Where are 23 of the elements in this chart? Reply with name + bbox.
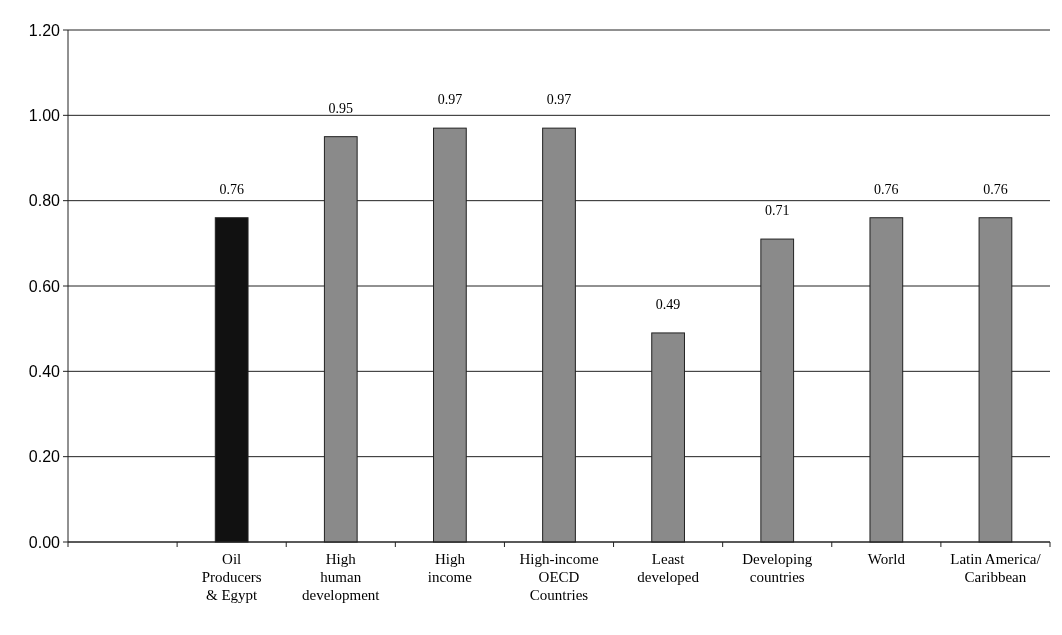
data-label: 0.76 bbox=[983, 181, 1008, 197]
x-tick-label: World bbox=[867, 551, 906, 567]
y-tick-label: 1.20 bbox=[28, 21, 61, 39]
x-tick-label: High income bbox=[427, 551, 473, 585]
y-tick-label: 1.00 bbox=[28, 106, 61, 124]
y-tick-label: 0.20 bbox=[28, 448, 61, 466]
data-label: 0.76 bbox=[874, 181, 899, 197]
y-tick-label: 0.40 bbox=[28, 362, 61, 380]
y-tick-label: 0.60 bbox=[28, 277, 61, 295]
data-label: 0.97 bbox=[546, 92, 572, 108]
x-tick-label: Least developed bbox=[637, 551, 700, 585]
x-tick-label: Oil Producers & Egypt bbox=[201, 551, 262, 603]
data-label: 0.76 bbox=[219, 181, 244, 197]
data-label: 0.95 bbox=[328, 100, 354, 116]
data-label: 0.97 bbox=[437, 92, 463, 108]
x-tick-label: Developing countries bbox=[742, 551, 813, 585]
y-tick-label: 0.80 bbox=[28, 192, 61, 210]
x-tick-label: Latin America/ Caribbean bbox=[950, 551, 1042, 585]
x-tick-label: High-income OECD Countries bbox=[519, 551, 599, 603]
data-label: 0.49 bbox=[655, 296, 681, 312]
data-label: 0.71 bbox=[764, 203, 790, 219]
y-tick-label: 0.00 bbox=[28, 533, 61, 551]
x-tick-label: High human development bbox=[302, 551, 381, 603]
